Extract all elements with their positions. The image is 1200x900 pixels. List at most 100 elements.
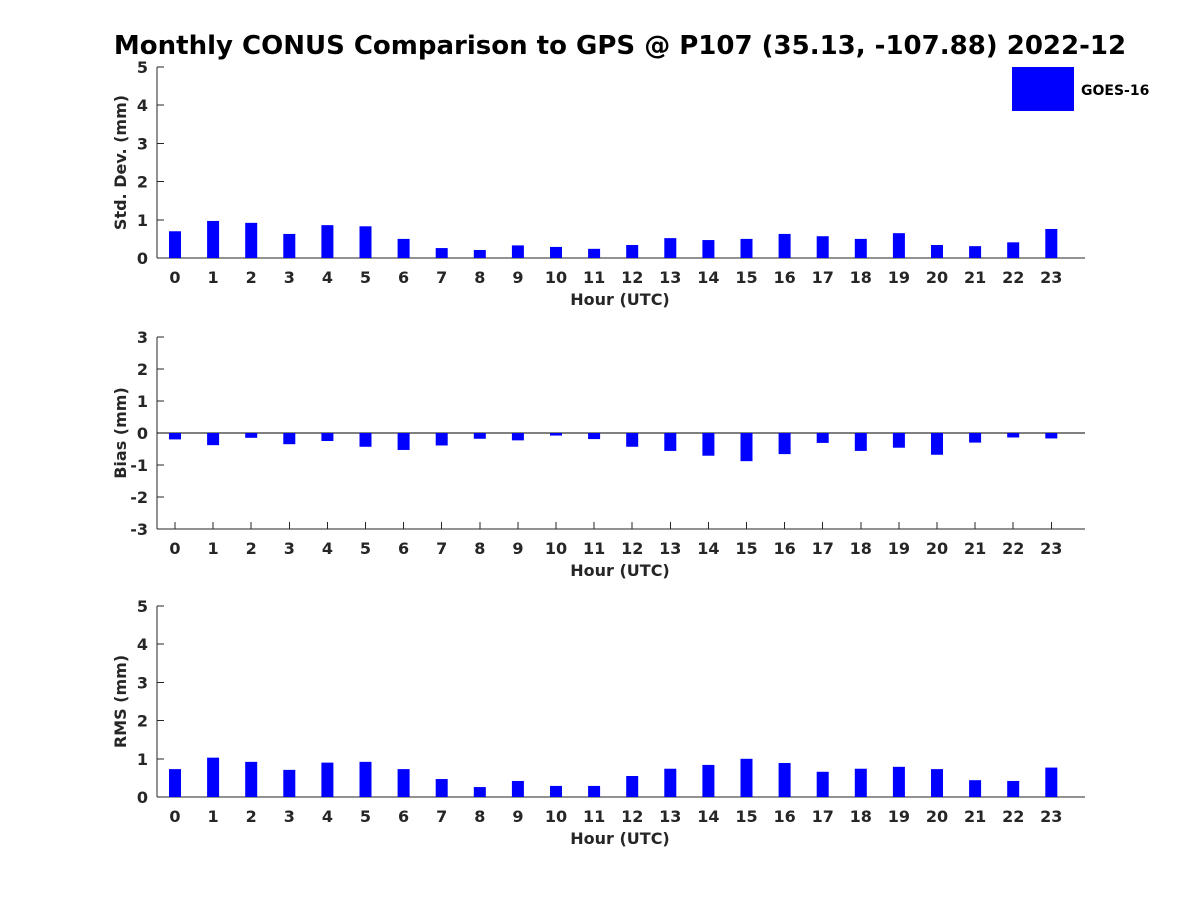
rms-bar (1007, 780, 1020, 797)
std-dev-xtick-label: 14 (697, 268, 719, 287)
rms-ytick-label: 5 (137, 597, 148, 616)
std-dev-xtick-label: 19 (888, 268, 910, 287)
bias-ytick-label: 1 (137, 392, 148, 411)
bias-bar (1045, 433, 1058, 439)
rms-bar (245, 761, 258, 797)
std-dev-xtick-label: 8 (474, 268, 485, 287)
std-dev-bar (359, 226, 372, 258)
rms-bar (702, 764, 715, 797)
rms-bar (435, 779, 448, 797)
bias-ylabel: Bias (mm) (111, 387, 130, 479)
bias-xtick-label: 19 (888, 539, 910, 558)
bias-bar (588, 433, 601, 440)
std-dev-xtick-label: 1 (208, 268, 219, 287)
bias-xtick-label: 22 (1002, 539, 1024, 558)
std-dev-ytick-label: 2 (137, 173, 148, 192)
std-dev-ytick-label: 4 (137, 96, 148, 115)
std-dev-bar (588, 248, 601, 258)
std-dev-xtick-label: 23 (1040, 268, 1062, 287)
rms-bar (626, 775, 639, 797)
bias-bar (816, 433, 829, 443)
rms-bar (359, 761, 372, 797)
bias-bar (169, 433, 181, 440)
rms-bar (397, 769, 410, 797)
bias-bar (550, 433, 562, 436)
legend-label-goes16: GOES-16 (1081, 83, 1149, 99)
bias-xtick-label: 7 (436, 539, 447, 558)
std-dev-bar (778, 233, 791, 258)
bias-xtick-label: 10 (545, 539, 567, 558)
std-dev-xtick-label: 9 (512, 268, 523, 287)
std-dev-bar (740, 238, 753, 258)
bias-xtick-label: 6 (398, 539, 409, 558)
bias-bar (778, 433, 791, 455)
rms-xtick-label: 4 (322, 807, 333, 826)
rms-xtick-label: 17 (812, 807, 834, 826)
bias-bar (511, 433, 524, 441)
std-dev-bar (550, 246, 562, 258)
rms-xtick-label: 14 (697, 807, 719, 826)
std-dev-bar (435, 248, 448, 258)
rms-xtick-label: 3 (284, 807, 295, 826)
std-dev-xtick-label: 12 (621, 268, 643, 287)
std-dev-xtick-label: 5 (360, 268, 371, 287)
bias-xtick-label: 12 (621, 539, 643, 558)
rms-bar (816, 771, 829, 797)
bias-ytick-label: -3 (130, 520, 148, 539)
bias-bar (207, 433, 220, 446)
bias-bar (1007, 433, 1020, 438)
bias-ytick-label: -1 (130, 456, 148, 475)
std-dev-bar (321, 225, 334, 258)
std-dev-bar (702, 240, 715, 258)
rms-xtick-label: 11 (583, 807, 605, 826)
std-dev-bar (169, 231, 181, 258)
bias-bar (283, 433, 296, 445)
rms-bar (550, 785, 562, 797)
rms-bar (740, 758, 753, 797)
bias-xtick-label: 5 (360, 539, 371, 558)
bias-bar (892, 433, 905, 448)
std-dev-xtick-label: 10 (545, 268, 567, 287)
bias-xtick-label: 13 (659, 539, 681, 558)
std-dev-bar (816, 236, 829, 258)
std-dev-xtick-label: 11 (583, 268, 605, 287)
rms-xtick-label: 16 (773, 807, 795, 826)
bias-xtick-label: 16 (773, 539, 795, 558)
std-dev-ytick-label: 1 (137, 211, 148, 230)
bias-xtick-label: 21 (964, 539, 986, 558)
rms-xtick-label: 21 (964, 807, 986, 826)
std-dev-bar (397, 238, 410, 258)
bias-xtick-label: 11 (583, 539, 605, 558)
rms-xtick-label: 1 (208, 807, 219, 826)
rms-xtick-label: 8 (474, 807, 485, 826)
bias-bar (664, 433, 677, 451)
bias-xtick-label: 9 (512, 539, 523, 558)
std-dev-bar (245, 222, 258, 258)
rms-xtick-label: 9 (512, 807, 523, 826)
std-dev-bar (1045, 228, 1058, 258)
rms-ytick-label: 3 (137, 673, 148, 692)
rms-bar (207, 757, 220, 797)
std-dev-xtick-label: 22 (1002, 268, 1024, 287)
rms-xtick-label: 2 (246, 807, 257, 826)
std-dev-xtick-label: 15 (735, 268, 757, 287)
bias-bar (359, 433, 372, 447)
rms-bar (169, 769, 181, 797)
rms-bar (969, 780, 982, 797)
bias-bar (397, 433, 410, 450)
rms-xtick-label: 22 (1002, 807, 1024, 826)
std-dev-ytick-label: 3 (137, 134, 148, 153)
rms-ytick-label: 1 (137, 750, 148, 769)
legend-swatch-goes16 (1012, 67, 1074, 111)
rms-xtick-label: 13 (659, 807, 681, 826)
rms-bar (588, 785, 601, 797)
std-dev-bar (511, 245, 524, 258)
bias-xtick-label: 23 (1040, 539, 1062, 558)
bias-xtick-label: 4 (322, 539, 333, 558)
rms-ylabel: RMS (mm) (111, 655, 130, 748)
rms-bar (511, 780, 524, 797)
rms-xtick-label: 18 (850, 807, 872, 826)
rms-xtick-label: 23 (1040, 807, 1062, 826)
